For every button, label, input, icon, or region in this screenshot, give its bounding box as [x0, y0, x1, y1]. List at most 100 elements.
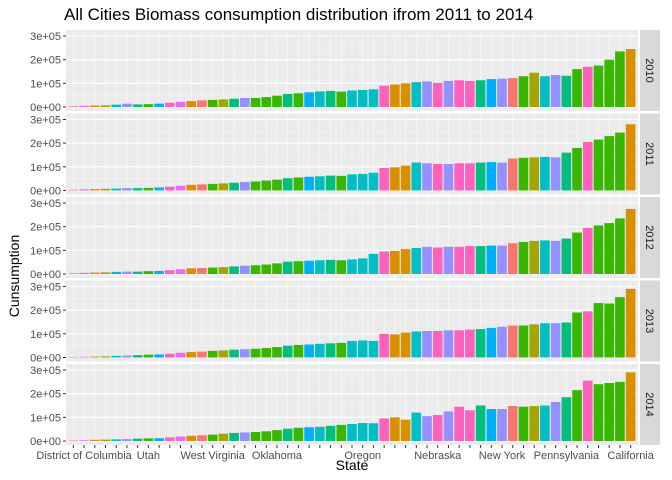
bar-2014-42 [507, 405, 518, 441]
bar-2010-31 [390, 84, 400, 107]
bar-2013-46 [550, 323, 561, 358]
x-tick-label: Utah [137, 450, 160, 462]
bar-2010-28 [357, 89, 368, 107]
bar-2012-46 [550, 240, 561, 274]
bar-2012-27 [347, 259, 357, 274]
bar-2012-31 [390, 250, 400, 274]
bar-2012-45 [540, 240, 550, 274]
bar-2011-49 [582, 141, 593, 191]
bar-2014-15 [218, 433, 229, 441]
bar-2014-22 [293, 427, 304, 441]
y-tick-label: 3e+05 [30, 282, 61, 294]
bar-2011-51 [604, 136, 615, 191]
bar-2010-32 [400, 83, 411, 107]
y-tick-label: 0e+00 [30, 102, 61, 114]
bar-2013-5 [111, 355, 122, 358]
bar-2013-52 [615, 297, 625, 358]
bar-2014-23 [304, 427, 314, 441]
bar-2012-51 [604, 223, 615, 274]
bar-2014-12 [186, 435, 197, 441]
bar-2010-52 [615, 51, 625, 107]
bar-2010-34 [422, 81, 432, 107]
bar-2011-25 [325, 175, 336, 191]
bar-2012-29 [368, 253, 379, 274]
bar-2013-13 [197, 351, 207, 358]
bar-2010-17 [240, 98, 250, 107]
y-tick-label: 1e+05 [30, 162, 61, 174]
bar-2011-39 [475, 162, 486, 191]
x-axis: District of Columbia Utah West Virginia Okl… [36, 445, 655, 462]
bar-2011-4 [100, 188, 111, 191]
bar-2012-12 [186, 268, 197, 274]
bar-2014-52 [615, 381, 625, 441]
bar-2013-6 [122, 355, 132, 358]
bar-2013-2 [79, 356, 89, 358]
bar-2011-26 [336, 175, 347, 191]
facet-panel-2012: 0e+00 1e+05 2e+05 3e+05 2012 [30, 197, 660, 281]
bar-2014-25 [325, 425, 336, 441]
bar-2011-50 [593, 139, 604, 191]
bar-2012-2 [79, 272, 89, 274]
bar-2010-20 [272, 95, 282, 107]
bar-2011-7 [132, 188, 143, 191]
bar-2013-45 [540, 323, 550, 358]
bar-2011-11 [175, 185, 186, 191]
facet-panel-2014: 0e+00 1e+05 2e+05 3e+05 2014 [30, 364, 660, 448]
bar-2011-31 [390, 167, 400, 191]
bar-2012-36 [443, 246, 454, 274]
bar-2014-1 [68, 440, 79, 442]
bar-2014-36 [443, 411, 454, 441]
bar-2014-18 [250, 432, 261, 441]
bar-2012-40 [486, 245, 497, 274]
bar-2012-22 [293, 261, 304, 274]
bar-2012-11 [175, 269, 186, 274]
bar-2014-29 [368, 423, 379, 441]
bar-2014-27 [347, 423, 357, 441]
bar-2010-15 [218, 99, 229, 107]
bar-2012-18 [250, 265, 261, 274]
bar-2010-7 [132, 104, 143, 107]
bar-2010-6 [122, 103, 132, 107]
y-tick-label: 3e+05 [30, 115, 61, 127]
bar-2014-45 [540, 405, 550, 441]
bar-2011-53 [625, 124, 636, 191]
x-axis-title: State [336, 457, 369, 473]
y-tick-label: 0e+00 [30, 186, 61, 198]
bar-2014-48 [572, 390, 582, 441]
bar-2011-8 [143, 187, 154, 191]
bar-2012-30 [379, 251, 389, 274]
bar-2013-4 [100, 356, 111, 358]
y-tick-label: 1e+05 [30, 329, 61, 341]
bar-2011-17 [240, 181, 250, 191]
bar-2012-16 [229, 266, 239, 274]
bar-2011-41 [497, 162, 507, 191]
bar-2011-29 [368, 172, 379, 191]
y-tick-label: 2e+05 [30, 222, 61, 234]
bar-2014-34 [422, 416, 432, 441]
bar-2010-13 [197, 100, 207, 107]
bar-2014-46 [550, 401, 561, 441]
bar-2013-41 [497, 326, 507, 358]
bar-2013-36 [443, 330, 454, 358]
bar-2011-52 [615, 132, 625, 191]
bar-2011-40 [486, 162, 497, 191]
bar-2011-19 [261, 180, 272, 191]
bar-2012-21 [282, 261, 293, 274]
bar-2013-53 [625, 288, 636, 358]
bar-2013-31 [390, 334, 400, 358]
bar-2010-49 [582, 66, 593, 107]
bar-2010-36 [443, 80, 454, 107]
bar-2010-26 [336, 91, 347, 107]
bar-2013-30 [379, 333, 389, 358]
x-tick-label: Oregon [344, 450, 381, 462]
bar-2011-27 [347, 174, 357, 191]
bar-2012-26 [336, 260, 347, 274]
facet-strip [640, 197, 660, 278]
bar-2011-21 [282, 178, 293, 191]
facet-panel-2013: 0e+00 1e+05 2e+05 3e+05 2013 [30, 280, 660, 365]
bar-2011-22 [293, 177, 304, 191]
bar-2014-21 [282, 428, 293, 441]
facet-panel-2011: 0e+00 1e+05 2e+05 3e+05 2011 [30, 113, 660, 198]
y-tick-label: 3e+05 [30, 365, 61, 377]
bar-2014-24 [315, 426, 325, 441]
